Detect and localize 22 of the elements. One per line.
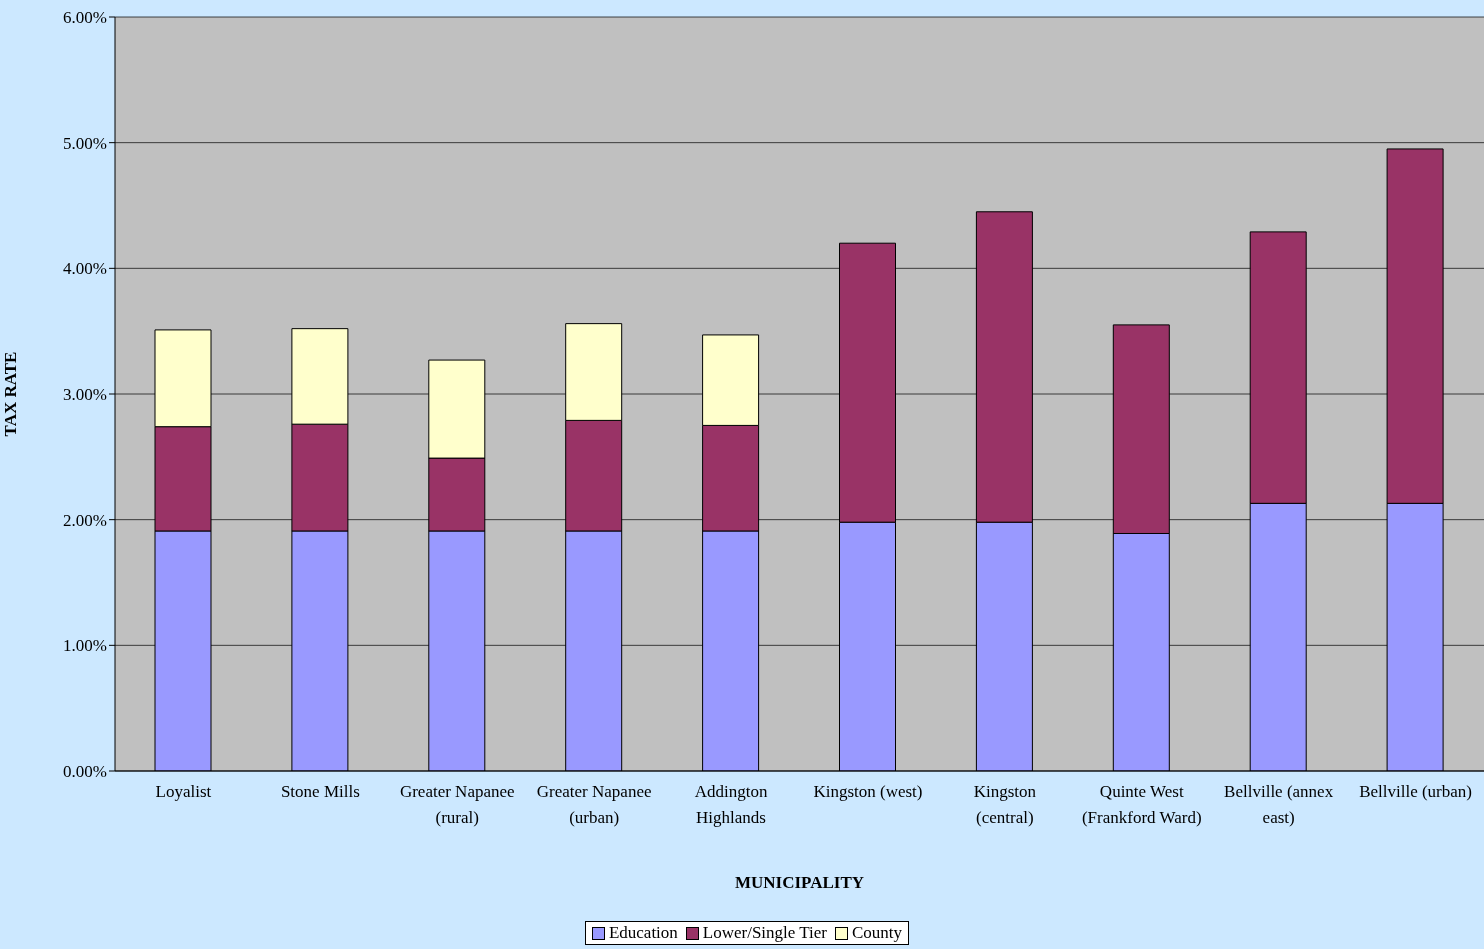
y-tick-label: 1.00% xyxy=(63,636,107,656)
x-tick-label: Bellville (urban) xyxy=(1359,782,1472,801)
x-tick-label: Addington Highlands xyxy=(694,782,768,827)
x-axis-title: MUNICIPALITY xyxy=(734,873,865,893)
y-tick-label: 2.00% xyxy=(63,510,107,530)
x-tick-label: Kingston (west) xyxy=(813,782,923,801)
y-tick-label: 4.00% xyxy=(63,259,107,279)
y-tick-label: 6.00% xyxy=(63,8,107,28)
y-tick-label: 3.00% xyxy=(63,385,107,405)
y-tick-label: 5.00% xyxy=(63,133,107,153)
x-tick-label: Kingston (central) xyxy=(973,782,1037,827)
y-axis-title: TAX RATE xyxy=(1,351,21,437)
x-tick-label: Loyalist xyxy=(155,782,212,801)
x-tick-label: Stone Mills xyxy=(280,782,360,801)
y-tick-label: 0.00% xyxy=(63,762,107,782)
x-tick-label: Quinte West (Frankford Ward) xyxy=(1081,782,1202,827)
x-tick-label: Greater Napanee (urban) xyxy=(536,782,652,827)
legend-label: County xyxy=(851,923,903,943)
legend-label: Education xyxy=(607,923,678,943)
x-tick-label: Bellville (annex east) xyxy=(1224,782,1334,827)
x-tick-label: Greater Napanee (rural) xyxy=(399,782,515,827)
legend-label: Lower/Single Tier xyxy=(701,923,828,943)
